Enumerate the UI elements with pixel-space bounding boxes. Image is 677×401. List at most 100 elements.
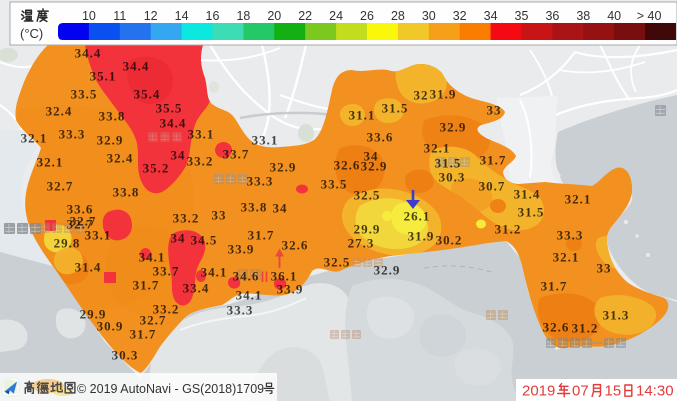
svg-text:35.1: 35.1 [90, 69, 117, 84]
svg-text:34.4: 34.4 [123, 59, 150, 74]
svg-text:33.6: 33.6 [367, 130, 394, 145]
svg-text:34.1: 34.1 [139, 250, 166, 265]
svg-text:33.7: 33.7 [223, 147, 250, 162]
svg-text:11: 11 [113, 9, 126, 23]
svg-text:30: 30 [422, 9, 436, 23]
svg-text:31.2: 31.2 [572, 321, 599, 336]
svg-text:33.1: 33.1 [85, 228, 112, 243]
svg-text:31.7: 31.7 [133, 278, 160, 293]
svg-text:32.4: 32.4 [46, 104, 73, 119]
svg-text:34.5: 34.5 [191, 233, 218, 248]
svg-text:32.4: 32.4 [107, 151, 134, 166]
svg-text:31.9: 31.9 [430, 87, 457, 102]
svg-text:34.6: 34.6 [233, 269, 260, 284]
svg-text:40: 40 [607, 9, 621, 23]
svg-text:12: 12 [144, 9, 158, 23]
svg-text:32.9: 32.9 [97, 133, 124, 148]
svg-text:31.4: 31.4 [75, 260, 102, 275]
svg-text:31.5: 31.5 [518, 205, 545, 220]
svg-text:33.7: 33.7 [153, 264, 180, 279]
svg-text:18: 18 [236, 9, 250, 23]
svg-text:32.5: 32.5 [354, 188, 381, 203]
svg-text:10: 10 [82, 9, 96, 23]
svg-text:35.4: 35.4 [134, 87, 161, 102]
svg-text:34.4: 34.4 [160, 116, 187, 131]
svg-text:32.7: 32.7 [47, 179, 74, 194]
svg-text:33.3: 33.3 [247, 174, 274, 189]
svg-text:32.9: 32.9 [440, 120, 467, 135]
svg-text:34.1: 34.1 [201, 265, 228, 280]
svg-text:26: 26 [360, 9, 374, 23]
svg-text:31.4: 31.4 [514, 187, 541, 202]
svg-text:33.2: 33.2 [153, 302, 180, 317]
svg-text:33.4: 33.4 [183, 281, 210, 296]
svg-text:33: 33 [487, 103, 502, 118]
svg-text:33.3: 33.3 [227, 303, 254, 318]
svg-text:31.3: 31.3 [603, 308, 630, 323]
svg-text:32.7: 32.7 [67, 217, 94, 232]
svg-text:33.8: 33.8 [241, 200, 268, 215]
svg-text:31.7: 31.7 [248, 228, 275, 243]
svg-text:32.6: 32.6 [282, 238, 309, 253]
svg-text:33.5: 33.5 [321, 177, 348, 192]
svg-text:34.1: 34.1 [236, 288, 263, 303]
svg-text:> 40: > 40 [637, 9, 662, 23]
svg-text:31.5: 31.5 [382, 101, 409, 116]
svg-text:34: 34 [273, 201, 288, 216]
svg-text:14: 14 [175, 9, 189, 23]
svg-text:30.3: 30.3 [112, 348, 139, 363]
svg-text:32.9: 32.9 [270, 160, 297, 175]
svg-text:32.1: 32.1 [565, 192, 592, 207]
svg-text:15: 15 [605, 383, 622, 400]
svg-text:32.1: 32.1 [553, 250, 580, 265]
svg-text:14:30: 14:30 [636, 383, 674, 400]
svg-text:32.1: 32.1 [21, 131, 48, 146]
svg-text:35: 35 [515, 9, 529, 23]
svg-text:33.3: 33.3 [59, 127, 86, 142]
svg-text:32.1: 32.1 [424, 141, 451, 156]
svg-text:33.3: 33.3 [557, 228, 584, 243]
svg-text:29.9: 29.9 [354, 222, 381, 237]
svg-text:36.1: 36.1 [271, 269, 298, 284]
svg-text:31.7: 31.7 [480, 153, 507, 168]
svg-text:26.1: 26.1 [404, 209, 431, 224]
svg-text:32.7: 32.7 [70, 214, 97, 229]
svg-text:© 2019 AutoNavi - GS(2018)1709: © 2019 AutoNavi - GS(2018)1709 [77, 382, 264, 396]
svg-text:31.5: 31.5 [435, 156, 462, 171]
svg-text:29.8: 29.8 [54, 236, 81, 251]
svg-text:30.7: 30.7 [479, 179, 506, 194]
svg-text:36: 36 [545, 9, 559, 23]
svg-text:07: 07 [572, 383, 589, 400]
svg-text:33.9: 33.9 [277, 282, 304, 297]
svg-text:33.1: 33.1 [188, 127, 215, 142]
svg-text:30.9: 30.9 [97, 319, 124, 334]
svg-text:16: 16 [206, 9, 220, 23]
svg-text:30.3: 30.3 [439, 170, 466, 185]
svg-text:31.1: 31.1 [349, 108, 376, 123]
svg-text:27.3: 27.3 [348, 236, 375, 251]
svg-text:32: 32 [453, 9, 467, 23]
svg-text:31.2: 31.2 [495, 222, 522, 237]
svg-text:32.9: 32.9 [361, 159, 388, 174]
svg-text:29.9: 29.9 [80, 307, 107, 322]
svg-text:31.7: 31.7 [541, 279, 568, 294]
svg-text:32.9: 32.9 [374, 263, 401, 278]
svg-text:32.1: 32.1 [37, 155, 64, 170]
svg-text:34: 34 [171, 148, 186, 163]
svg-text:32.5: 32.5 [324, 255, 351, 270]
svg-text:33.2: 33.2 [173, 211, 200, 226]
svg-text:34.4: 34.4 [75, 46, 102, 61]
svg-text:33.5: 33.5 [71, 87, 98, 102]
svg-text:20: 20 [267, 9, 281, 23]
svg-text:33.1: 33.1 [252, 133, 279, 148]
svg-text:32.6: 32.6 [334, 158, 361, 173]
svg-text:31.7: 31.7 [130, 327, 157, 342]
svg-text:32.7: 32.7 [140, 313, 167, 328]
svg-text:33.2: 33.2 [187, 154, 214, 169]
svg-text:(°C): (°C) [20, 26, 43, 41]
svg-text:2019: 2019 [522, 383, 555, 400]
svg-text:33.9: 33.9 [228, 242, 255, 257]
svg-text:22: 22 [298, 9, 312, 23]
svg-text:33.6: 33.6 [67, 202, 94, 217]
svg-text:33.8: 33.8 [99, 109, 126, 124]
